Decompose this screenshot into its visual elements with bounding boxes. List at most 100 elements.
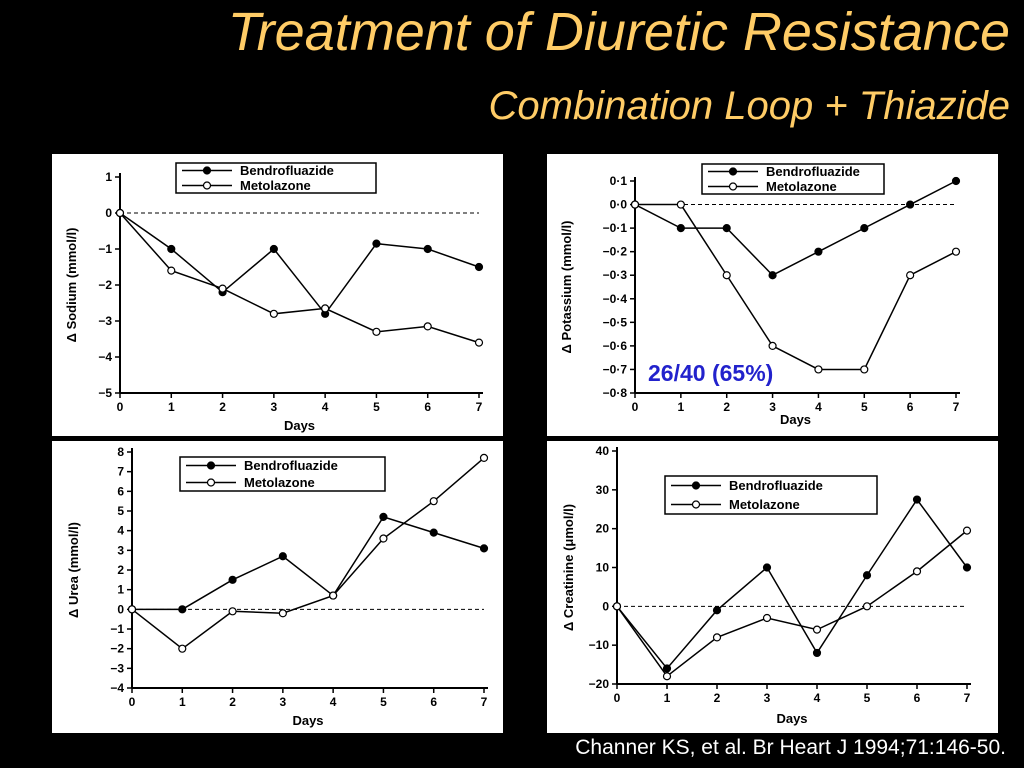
creatinine-y-tick-label: 20 — [596, 522, 610, 536]
sodium-bendrofluazide-point — [474, 262, 484, 272]
urea-bendrofluazide-point — [228, 575, 237, 584]
creatinine-metolazone-point — [962, 526, 972, 535]
creatinine-metolazone-point — [812, 625, 822, 634]
creatinine-metolazone-point — [862, 602, 872, 611]
potassium-bendrofluazide-point — [860, 224, 869, 233]
sodium-x-tick-label: 5 — [373, 400, 380, 414]
sodium-y-tick-label: −5 — [98, 386, 112, 400]
creatinine-legend-metolazone-label: Metolazone — [729, 497, 800, 512]
potassium-metolazone-point — [676, 200, 685, 209]
urea-legend-bendrofluazide-swatch-marker — [206, 461, 216, 470]
potassium-bendrofluazide-line — [634, 180, 957, 277]
urea-y-tick-label: 3 — [117, 543, 124, 557]
urea-bendrofluazide-point — [278, 552, 287, 561]
potassium-x-tick-label: 1 — [678, 400, 685, 414]
potassium-bendrofluazide-point — [814, 247, 823, 256]
potassium-y-tick-label: −0·6 — [603, 339, 628, 353]
urea-x-tick-label: 1 — [179, 695, 186, 709]
sodium-x-tick-label: 6 — [424, 400, 431, 414]
sodium-x-tick-label: 0 — [117, 400, 124, 414]
urea-x-axis-label: Days — [292, 713, 323, 728]
creatinine-metolazone-point — [712, 633, 722, 642]
sodium-x-tick-label: 1 — [168, 400, 175, 414]
urea-metolazone-point — [429, 497, 438, 506]
potassium-bendrofluazide-point — [768, 271, 777, 280]
urea-y-tick-label: 4 — [117, 524, 124, 538]
creatinine-y-tick-label: 0 — [602, 599, 609, 613]
creatinine-legend-bendrofluazide-label: Bendrofluazide — [729, 478, 823, 493]
potassium-x-tick-label: 7 — [953, 400, 960, 414]
creatinine-legend-metolazone-swatch-marker — [691, 500, 701, 509]
urea-bendrofluazide-point — [479, 544, 489, 553]
urea-metolazone-line — [131, 457, 485, 650]
potassium-y-tick-label: −0·2 — [603, 245, 628, 259]
urea-y-tick-label: −2 — [110, 642, 124, 656]
potassium-y-tick-label: 0·0 — [610, 198, 628, 212]
citation: Channer KS, et al. Br Heart J 1994;71:14… — [575, 736, 1006, 759]
sodium-x-tick-label: 7 — [476, 400, 483, 414]
potassium-x-tick-label: 2 — [723, 400, 730, 414]
urea-legend-box — [179, 456, 386, 492]
creatinine-chart: 40 30 20 10 0 −10 −20 0 1 2 3 4 5 6 7 Days Δ Creatinine … — [561, 444, 972, 726]
potassium-y-axis-label: Δ Potassium (mmol/l) — [559, 221, 574, 354]
creatinine-x-tick-label: 0 — [614, 691, 621, 705]
slide-subtitle: Combination Loop + Thiazide — [488, 84, 1010, 128]
urea-x-tick-label: 5 — [380, 695, 387, 709]
urea-metolazone-point — [178, 644, 187, 653]
sodium-metolazone-point — [269, 309, 278, 318]
urea-x-tick-label: 2 — [229, 695, 236, 709]
sodium-x-tick-label: 2 — [219, 400, 226, 414]
urea-y-tick-label: 5 — [117, 504, 124, 518]
sodium-bendrofluazide-point — [167, 244, 176, 254]
sodium-legend-bendrofluazide-label: Bendrofluazide — [240, 163, 334, 178]
creatinine-bendrofluazide-point — [912, 495, 922, 504]
potassium-y-tick-label: −0·5 — [603, 315, 628, 329]
urea-y-tick-label: 7 — [117, 465, 124, 479]
urea-y-tick-label: −3 — [110, 661, 124, 675]
urea-bendrofluazide-line — [132, 516, 485, 611]
potassium-bendrofluazide-point — [951, 176, 961, 186]
potassium-legend-metolazone-swatch-marker — [728, 182, 738, 191]
urea-metolazone-point — [479, 453, 489, 462]
creatinine-bendrofluazide-point — [662, 664, 672, 673]
potassium-x-tick-label: 6 — [907, 400, 914, 414]
sodium-metolazone-point — [372, 327, 381, 336]
sodium-y-axis-label: Δ Sodium (mmol/l) — [64, 228, 79, 343]
creatinine-x-tick-label: 2 — [714, 691, 721, 705]
potassium-metolazone-point — [630, 200, 640, 209]
urea-metolazone-point — [228, 607, 237, 616]
sodium-legend-metolazone-label: Metolazone — [240, 178, 311, 193]
sodium-y-tick-label: −4 — [98, 350, 112, 364]
potassium-legend-metolazone-label: Metolazone — [766, 179, 837, 194]
urea-legend-metolazone-swatch-marker — [206, 478, 216, 487]
creatinine-x-tick-label: 6 — [914, 691, 921, 705]
potassium-y-tick-label: −0·3 — [603, 268, 628, 282]
sodium-chart-panel: 1 0 −1 −2 −3 −4 −5 0 1 2 3 4 5 6 7 Days Δ Sodium (mmol/l… — [52, 154, 503, 436]
creatinine-y-axis-label: Δ Creatinine (μmol/l) — [561, 504, 576, 631]
creatinine-bendrofluazide-point — [962, 563, 972, 572]
urea-y-tick-label: 0 — [117, 602, 124, 616]
potassium-metolazone-point — [814, 365, 823, 374]
sodium-metolazone-point — [167, 266, 176, 275]
urea-metolazone-point — [278, 609, 287, 618]
response-rate-annotation: 26/40 (65%) — [648, 360, 774, 386]
sodium-x-tick-label: 4 — [322, 400, 329, 414]
urea-x-tick-label: 0 — [129, 695, 136, 709]
potassium-metolazone-line — [635, 203, 957, 371]
urea-bendrofluazide-point — [379, 512, 388, 522]
sodium-x-tick-label: 3 — [271, 400, 278, 414]
urea-y-tick-label: 2 — [117, 563, 124, 577]
potassium-bendrofluazide-point — [722, 224, 731, 233]
potassium-x-tick-label: 3 — [769, 400, 776, 414]
creatinine-x-tick-label: 7 — [964, 691, 971, 705]
creatinine-metolazone-point — [662, 672, 672, 681]
potassium-bendrofluazide-point — [676, 224, 685, 233]
sodium-metolazone-point — [474, 338, 484, 347]
potassium-metolazone-point — [768, 341, 777, 350]
potassium-chart: 0·1 0·0 −0·1 −0·2 −0·3 −0·4 −0·5 −0·6 −0·7 −0·8 0 1… — [559, 163, 961, 427]
sodium-bendrofluazide-point — [423, 244, 432, 254]
urea-y-tick-label: 1 — [117, 583, 124, 597]
potassium-x-tick-label: 5 — [861, 400, 868, 414]
slide-title: Treatment of Diuretic Resistance — [227, 2, 1010, 62]
sodium-bendrofluazide-point — [372, 239, 381, 248]
